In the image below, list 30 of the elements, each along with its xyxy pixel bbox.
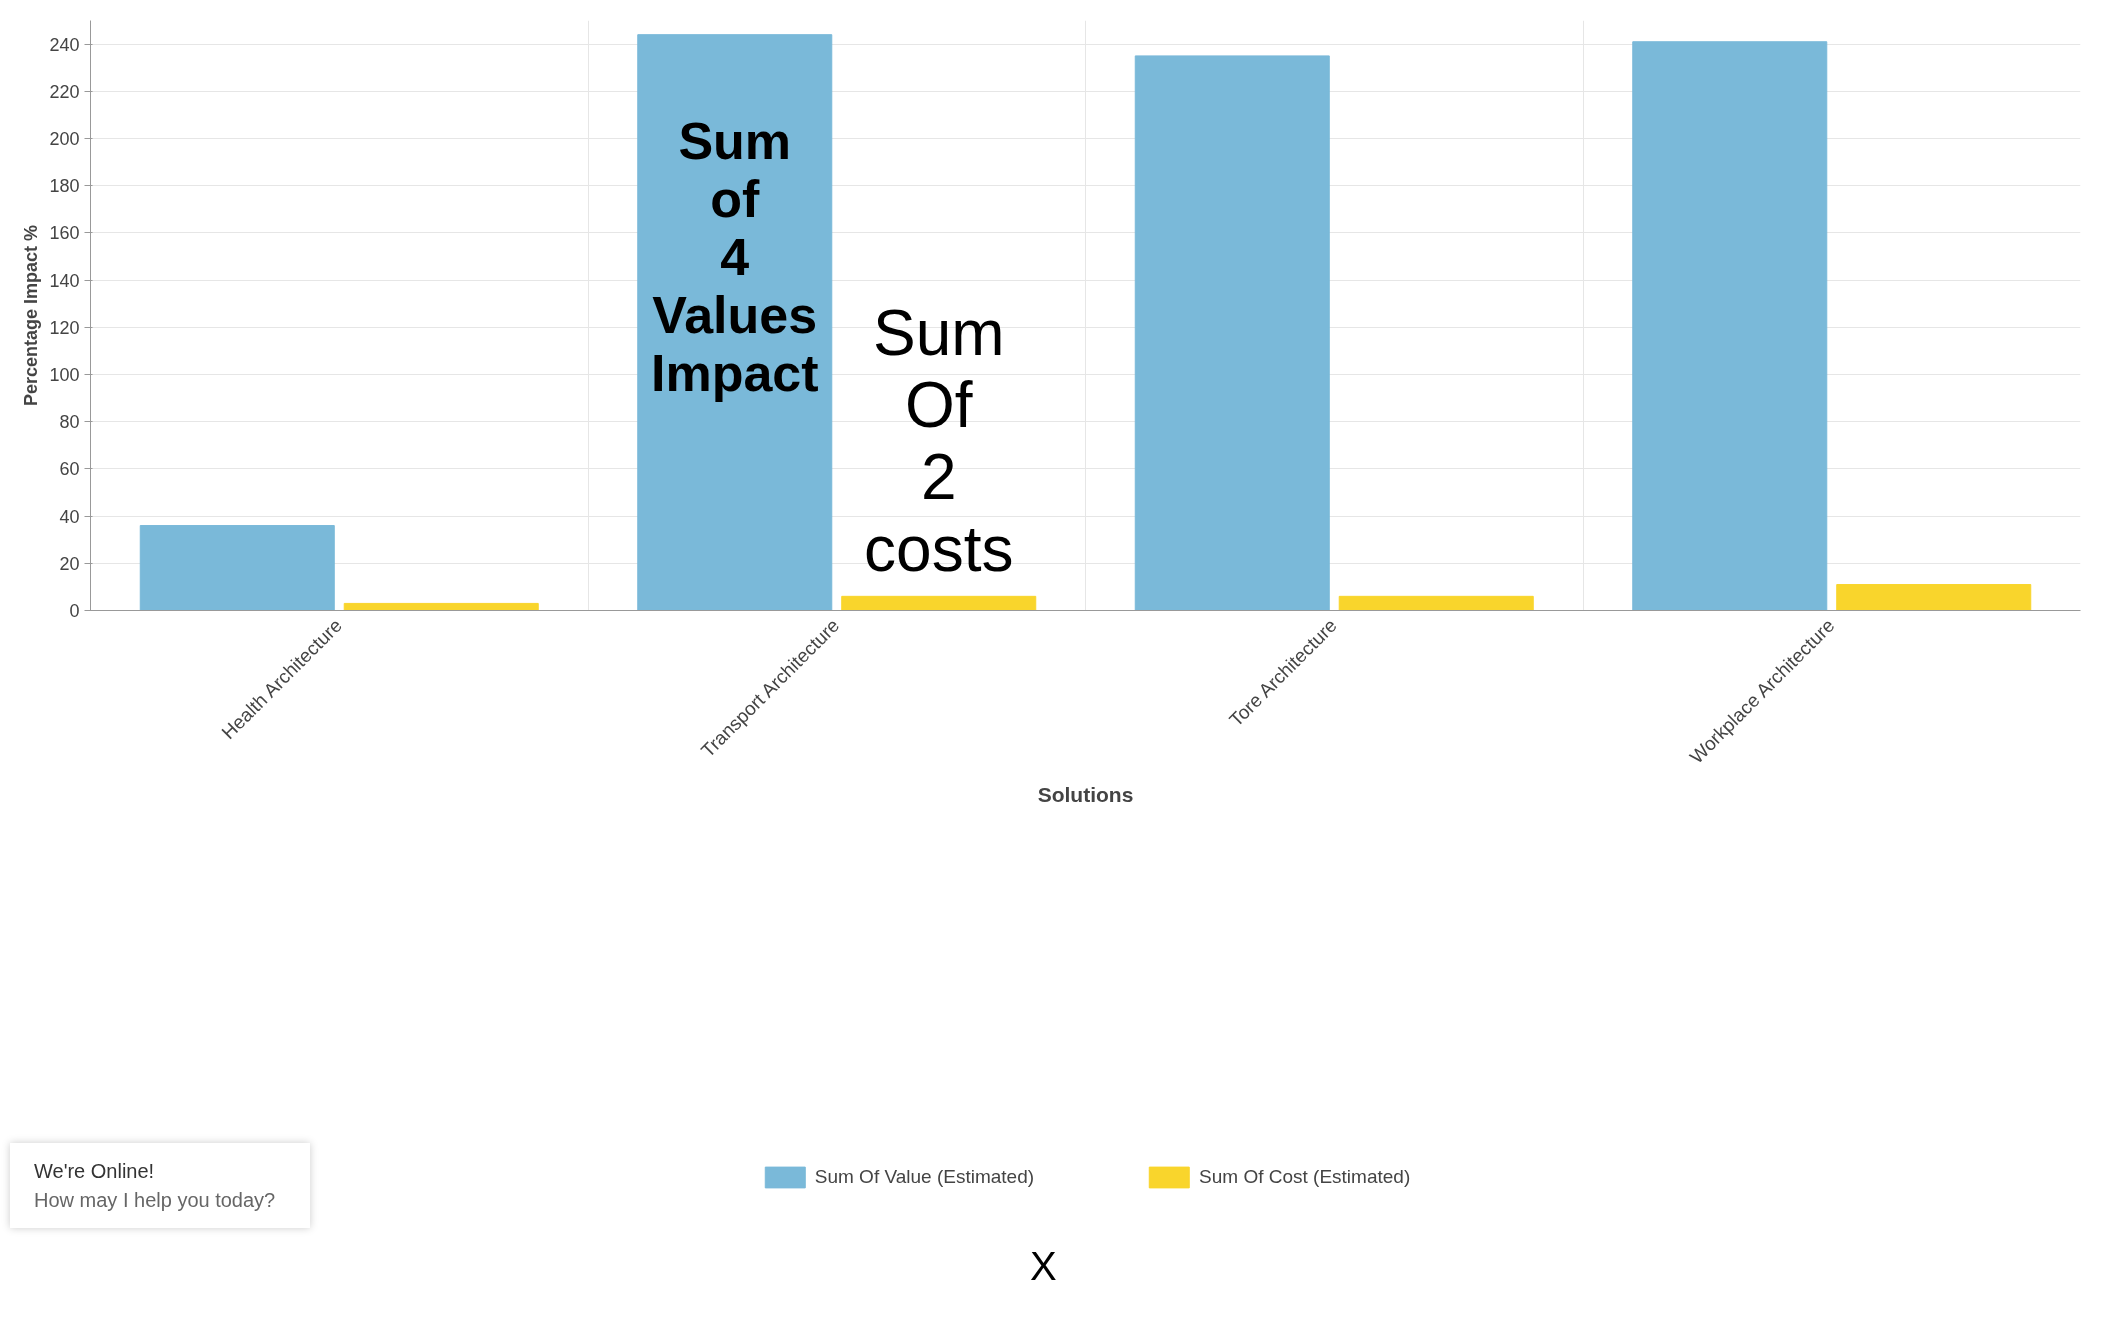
bar — [1338, 595, 1534, 611]
bar — [637, 34, 833, 611]
y-tick-label: 100 — [49, 365, 80, 385]
y-tick-label: 140 — [49, 270, 80, 291]
y-tick-label: 160 — [49, 223, 80, 244]
y-tick-label: 200 — [49, 129, 80, 149]
annotation: Sum Of 2 costs — [864, 296, 1014, 585]
y-tick-label: 120 — [49, 317, 80, 338]
y-tick-label: 80 — [59, 412, 80, 433]
y-axis-title: Percentage Impact % — [21, 224, 42, 407]
x-axis-title: Solutions — [1037, 782, 1134, 806]
y-tick-label: 60 — [59, 459, 80, 480]
bar — [841, 595, 1037, 611]
text: X — [1030, 1243, 1057, 1290]
y-tick-label: 20 — [59, 553, 80, 574]
text: How may I help you today? — [34, 1188, 276, 1211]
y-tick-label: 240 — [49, 34, 80, 55]
bar — [1632, 41, 1828, 611]
annotation: Sum of 4 Values Impact — [650, 111, 819, 402]
bar — [139, 525, 335, 611]
y-tick-label: 180 — [49, 176, 80, 197]
text: We're Online! — [34, 1160, 155, 1182]
y-tick-label: 40 — [59, 506, 80, 527]
bar — [1836, 584, 2032, 611]
bar — [343, 602, 539, 611]
bar — [1134, 55, 1330, 611]
legend-label: Sum Of Cost (Estimated) — [1199, 1165, 1411, 1188]
legend-label: Sum Of Value (Estimated) — [814, 1165, 1035, 1188]
y-tick-label: 0 — [69, 601, 80, 621]
y-tick-label: 220 — [49, 81, 80, 102]
